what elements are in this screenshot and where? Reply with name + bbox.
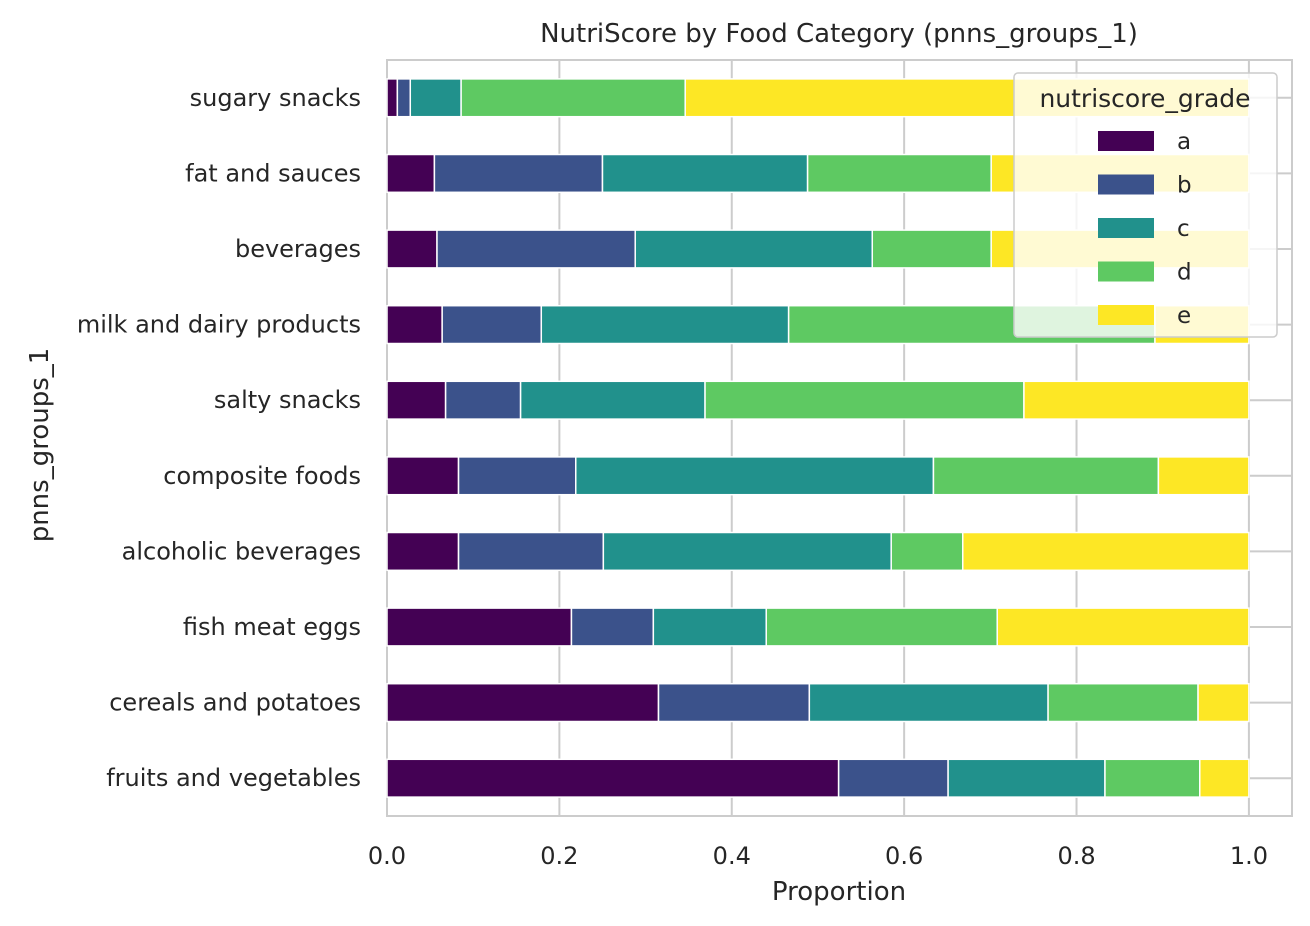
bar-segment-c	[808, 682, 1049, 723]
x-tick-label: 0.0	[368, 842, 406, 870]
legend-label-c: c	[1177, 216, 1190, 242]
bar-segment-c	[519, 380, 706, 420]
legend-label-b: b	[1177, 173, 1192, 199]
bar-segment-c	[634, 229, 874, 269]
y-tick-label: fish meat eggs	[183, 613, 361, 641]
legend-title: nutriscore_grade	[1039, 84, 1250, 113]
y-tick-label: fat and sauces	[185, 159, 361, 187]
y-tick-label: salty snacks	[214, 386, 361, 414]
bar-segment-d	[1047, 682, 1199, 723]
bar-segment-a	[386, 682, 660, 723]
bar-segment-a	[386, 607, 573, 647]
bar-segment-e	[1199, 758, 1250, 798]
bar-segment-d	[460, 78, 686, 118]
bar-segment-e	[1197, 682, 1250, 723]
bar-segment-b	[444, 380, 522, 420]
y-tick-label: beverages	[235, 235, 361, 263]
bar-segment-a	[386, 380, 447, 420]
legend-swatch-c	[1098, 218, 1154, 238]
bar-segment-b	[457, 531, 605, 572]
chart-title: NutriScore by Food Category (pnns_groups…	[540, 19, 1138, 49]
bar-segment-d	[871, 229, 992, 269]
x-tick-label: 0.6	[885, 842, 923, 870]
bar-segment-e	[996, 607, 1250, 647]
bar-segment-a	[386, 153, 436, 194]
x-tick-label: 0.2	[540, 842, 578, 870]
bar-segment-b	[457, 456, 577, 496]
bar-segment-e	[1157, 456, 1250, 496]
y-tick-label: sugary snacks	[190, 84, 361, 112]
bar-segment-a	[386, 229, 438, 269]
bar-segment-d	[765, 607, 998, 647]
legend-swatch-d	[1098, 261, 1154, 282]
bar-segment-b	[837, 758, 949, 798]
bar-segment-c	[540, 304, 790, 345]
x-tick-label: 0.4	[713, 842, 751, 870]
bar-segment-c	[575, 456, 935, 496]
legend-swatch-b	[1098, 174, 1154, 195]
bar-segment-e	[1023, 380, 1250, 420]
x-axis-title: Proportion	[772, 877, 906, 907]
y-axis-title: pnns_groups_1	[25, 348, 55, 543]
bar-segment-e	[962, 531, 1250, 572]
bar-segment-c	[947, 758, 1106, 798]
bars	[386, 78, 1250, 798]
legend-label-e: e	[1177, 303, 1191, 329]
bar-segment-d	[932, 456, 1160, 496]
y-tick-label: fruits and vegetables	[106, 764, 361, 792]
bar-segment-d	[806, 153, 992, 194]
bar-segment-c	[601, 153, 809, 194]
x-tick-labels: 0.0 0.2 0.4 0.6 0.8 1.0	[368, 842, 1268, 870]
legend-swatch-a	[1098, 131, 1154, 151]
x-tick-label: 1.0	[1230, 842, 1268, 870]
bar-segment-b	[396, 78, 412, 118]
bar-segment-b	[441, 304, 543, 345]
bar-segment-d	[704, 380, 1025, 420]
legend-label-a: a	[1177, 129, 1191, 155]
y-tick-label: cereals and potatoes	[109, 689, 361, 717]
bar-segment-a	[386, 304, 443, 345]
bar-segment-a	[386, 531, 460, 572]
bar-segment-a	[386, 456, 460, 496]
bar-segment-c	[409, 78, 462, 118]
bar-segment-b	[570, 607, 655, 647]
bar-segment-a	[386, 758, 840, 798]
bar-segment-c	[602, 531, 892, 572]
bar-segment-b	[657, 682, 811, 723]
bar-segment-c	[652, 607, 767, 647]
y-tick-label: milk and dairy products	[77, 311, 361, 339]
bar-segment-d	[1104, 758, 1201, 798]
bar-segment-a	[386, 78, 399, 118]
legend-box	[1013, 72, 1278, 338]
legend-label-d: d	[1177, 260, 1192, 286]
bar-segment-b	[433, 153, 604, 194]
x-tick-label: 0.8	[1057, 842, 1095, 870]
y-tick-label: composite foods	[163, 462, 361, 490]
legend-swatch-e	[1098, 305, 1154, 325]
y-tick-label: alcoholic beverages	[122, 537, 361, 565]
bar-segment-b	[436, 229, 636, 269]
bar-segment-d	[890, 531, 964, 572]
y-tick-labels: fruits and vegetables cereals and potatoe…	[77, 84, 361, 792]
